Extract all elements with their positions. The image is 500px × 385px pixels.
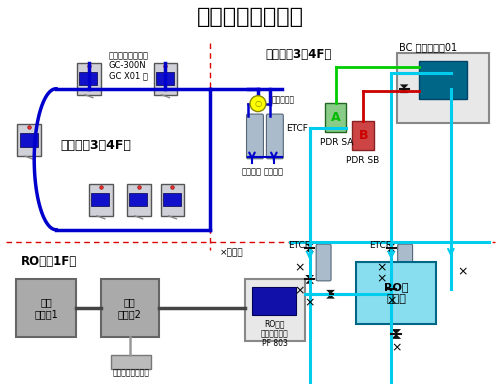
Text: ×: × bbox=[386, 295, 396, 308]
FancyBboxPatch shape bbox=[324, 103, 346, 132]
Text: ×: × bbox=[304, 297, 315, 310]
Text: PDR SB: PDR SB bbox=[346, 156, 380, 165]
Text: ETCF: ETCF bbox=[288, 241, 310, 250]
Polygon shape bbox=[306, 275, 314, 280]
Text: 透析室（3・4F）: 透析室（3・4F） bbox=[60, 139, 132, 152]
Polygon shape bbox=[387, 243, 396, 248]
FancyBboxPatch shape bbox=[398, 244, 412, 281]
Text: ETCF: ETCF bbox=[286, 124, 308, 133]
Polygon shape bbox=[400, 89, 408, 93]
Polygon shape bbox=[306, 248, 314, 252]
FancyBboxPatch shape bbox=[419, 61, 467, 99]
FancyBboxPatch shape bbox=[316, 244, 331, 281]
Text: ハイドロトリータ: ハイドロトリータ bbox=[112, 368, 149, 377]
FancyBboxPatch shape bbox=[101, 280, 158, 337]
Polygon shape bbox=[392, 334, 401, 339]
FancyBboxPatch shape bbox=[156, 72, 174, 85]
Text: ×: × bbox=[376, 261, 386, 274]
Polygon shape bbox=[387, 285, 396, 289]
Text: 送液ポンプ: 送液ポンプ bbox=[272, 95, 295, 104]
Text: B: B bbox=[358, 129, 368, 142]
Circle shape bbox=[250, 96, 266, 112]
Text: ×: × bbox=[458, 265, 468, 278]
Text: 原水
タンク2: 原水 タンク2 bbox=[118, 297, 142, 319]
Text: 処理水配管フロー: 処理水配管フロー bbox=[196, 7, 304, 27]
FancyBboxPatch shape bbox=[89, 184, 113, 216]
Text: ×: × bbox=[376, 273, 386, 286]
FancyBboxPatch shape bbox=[252, 287, 296, 315]
Text: A: A bbox=[330, 111, 340, 124]
Polygon shape bbox=[400, 84, 408, 89]
FancyBboxPatch shape bbox=[356, 263, 436, 324]
FancyBboxPatch shape bbox=[129, 193, 147, 206]
FancyBboxPatch shape bbox=[246, 114, 264, 159]
Text: 原水
タンク1: 原水 タンク1 bbox=[34, 297, 58, 319]
FancyBboxPatch shape bbox=[16, 280, 76, 337]
Text: 機械室（3・4F）: 機械室（3・4F） bbox=[265, 47, 332, 60]
Polygon shape bbox=[306, 280, 314, 284]
FancyBboxPatch shape bbox=[266, 114, 283, 159]
FancyBboxPatch shape bbox=[80, 72, 98, 85]
FancyBboxPatch shape bbox=[77, 63, 101, 95]
FancyBboxPatch shape bbox=[163, 193, 181, 206]
Text: PDR SA: PDR SA bbox=[320, 138, 353, 147]
FancyBboxPatch shape bbox=[20, 133, 38, 147]
Text: ○: ○ bbox=[254, 99, 262, 108]
Text: ×: × bbox=[294, 261, 305, 274]
Text: 初期抜水: 初期抜水 bbox=[242, 167, 262, 176]
Text: BC ピュアラー01: BC ピュアラー01 bbox=[399, 42, 458, 52]
Text: ピュアフロー
PF 803: ピュアフロー PF 803 bbox=[261, 329, 288, 348]
Text: RO水
タンク: RO水 タンク bbox=[384, 283, 408, 304]
Text: ETCF: ETCF bbox=[370, 241, 391, 250]
Text: 全自動コンソール
GC-300N
GC X01 他: 全自動コンソール GC-300N GC X01 他 bbox=[109, 51, 149, 81]
FancyBboxPatch shape bbox=[397, 53, 488, 122]
Text: RO装置: RO装置 bbox=[264, 319, 285, 328]
Polygon shape bbox=[387, 289, 396, 294]
FancyBboxPatch shape bbox=[160, 184, 184, 216]
Text: ×: × bbox=[391, 341, 402, 354]
Polygon shape bbox=[326, 294, 335, 299]
FancyBboxPatch shape bbox=[18, 124, 41, 156]
Text: RO室（1F）: RO室（1F） bbox=[22, 255, 78, 268]
FancyBboxPatch shape bbox=[111, 355, 150, 369]
FancyBboxPatch shape bbox=[245, 280, 304, 341]
Text: ×：排水: ×：排水 bbox=[220, 248, 244, 257]
Text: ×: × bbox=[294, 285, 305, 298]
Polygon shape bbox=[387, 248, 396, 252]
FancyBboxPatch shape bbox=[154, 63, 178, 95]
FancyBboxPatch shape bbox=[92, 193, 110, 206]
Text: 初期抜水: 初期抜水 bbox=[264, 167, 284, 176]
Polygon shape bbox=[392, 329, 401, 334]
Polygon shape bbox=[326, 290, 335, 294]
Polygon shape bbox=[306, 243, 314, 248]
FancyBboxPatch shape bbox=[126, 184, 150, 216]
FancyBboxPatch shape bbox=[352, 121, 374, 150]
